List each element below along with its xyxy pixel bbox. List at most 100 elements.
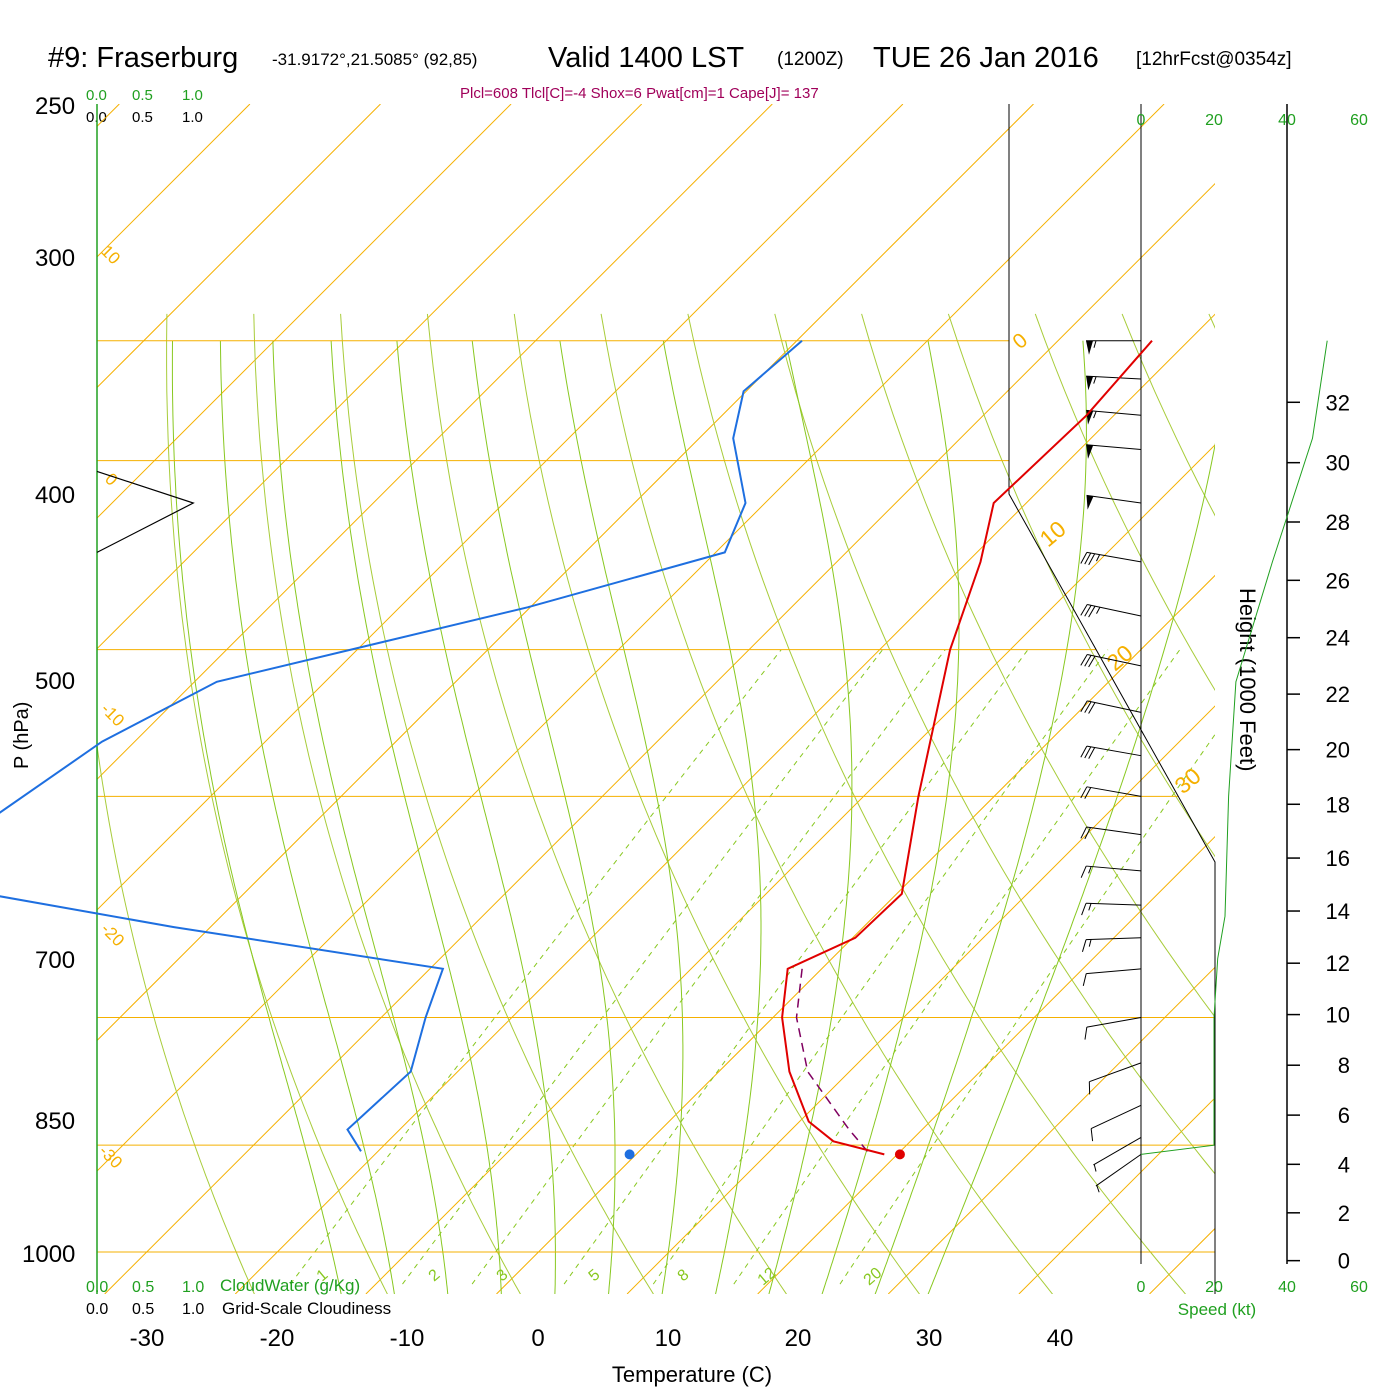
cloudwater-scale-top-1: 0.5 (132, 87, 153, 104)
isotherm-labels: 10 0 -10 -20 -30 0 10 20 30 (95, 241, 1206, 1172)
isotherm-label-neg20: -20 (97, 919, 128, 950)
station-title: #9: Fraserburg (48, 42, 238, 74)
x-axis-label: Temperature (C) (612, 1362, 772, 1387)
cloudwater-scale-bottom-0: 0.0 (86, 1279, 108, 1296)
wind-barb-half (1093, 340, 1097, 348)
wind-barb-full (1088, 747, 1096, 759)
cloudwater-scale-bottom-1: 0.5 (132, 1279, 154, 1296)
surface-dewpoint-marker (624, 1149, 635, 1160)
p-tick-850: 850 (35, 1108, 75, 1135)
mixing-ratio-line (402, 649, 883, 1285)
height-tick-label: 30 (1326, 451, 1350, 476)
wind-barb-flag (1086, 495, 1094, 510)
isotherm-line (97, 104, 773, 781)
wind-barb-full (1084, 1027, 1088, 1040)
speed-tick-bottom-20: 20 (1205, 1279, 1223, 1296)
wind-barb-half (1088, 939, 1092, 947)
isotherm-label-10: 10 (97, 241, 124, 268)
speed-tick-top-20: 20 (1205, 112, 1223, 129)
moist-adiabat-line (662, 340, 762, 1294)
wind-barb-staff (1086, 902, 1142, 906)
isotherm-line (1149, 1227, 1215, 1294)
sounding-profiles (0, 339, 1153, 1160)
dry-adiabat-line (600, 313, 1054, 1294)
dry-adiabat-line (1383, 314, 1400, 1315)
speed-tick-bottom-0: 0 (1137, 1279, 1146, 1296)
cloudiness-scale-top-1: 0.5 (132, 109, 153, 126)
height-tick-label: 20 (1326, 738, 1350, 763)
dry-adiabat-lines (97, 313, 1400, 1315)
isotherm-line (626, 705, 1215, 1294)
wind-barb-staff (1086, 826, 1142, 836)
height-tick-label: 8 (1338, 1053, 1350, 1078)
moist-adiabat-line (396, 340, 556, 1294)
t-tick-0: 0 (531, 1325, 544, 1352)
dry-adiabat-line (513, 313, 921, 1294)
moist-adiabat-line (874, 340, 1087, 1294)
moist-adiabat-line (559, 340, 684, 1294)
dry-adiabat-line (97, 742, 255, 1294)
dewpoint-line (0, 339, 803, 1152)
cloud-profile (96, 470, 195, 553)
speed-axis-label: Speed (kt) (1178, 1300, 1256, 1319)
mixing-label-2: 2 (426, 1266, 444, 1285)
p-tick-700: 700 (35, 947, 75, 974)
wind-barb-half (1088, 866, 1092, 874)
height-tick-label: 0 (1338, 1249, 1350, 1274)
moist-adiabat-line (821, 340, 960, 1294)
wind-barb-full (1080, 826, 1087, 839)
moist-adiabat-line (171, 340, 342, 1294)
wind-barb-full (1080, 745, 1088, 758)
moist-adiabat-line (330, 340, 502, 1294)
wind-barb-full (1084, 827, 1091, 840)
wind-region-boundary (1008, 104, 1216, 1294)
speed-tick-top-60: 60 (1350, 112, 1368, 129)
isotherm-label-0: 0 (101, 469, 121, 489)
wind-barb-staff (1086, 786, 1142, 797)
wind-barb-staff (1086, 444, 1142, 451)
speed-tick-bottom-60: 60 (1350, 1279, 1368, 1296)
t-tick-neg20: -20 (260, 1325, 295, 1352)
stability-indices: Plcl=608 Tlcl[C]=-4 Shox=6 Pwat[cm]=1 Ca… (460, 85, 819, 102)
p-tick-1000: 1000 (22, 1241, 75, 1268)
isotherm-label-right-20: 20 (1102, 639, 1138, 675)
moist-adiabat-line (272, 340, 449, 1294)
p-tick-400: 400 (35, 482, 75, 509)
dry-adiabat-line (947, 313, 1215, 858)
p-tick-300: 300 (35, 245, 75, 272)
dry-adiabat-line (687, 313, 1187, 1294)
isotherm-label-right-0: 0 (1008, 329, 1032, 354)
wind-barb-staff (1086, 1017, 1142, 1028)
wind-barb-staff (1087, 604, 1142, 617)
wind-barb-full (1090, 1128, 1094, 1142)
wind-barb-staff (1087, 700, 1142, 713)
valid-zulu: (1200Z) (777, 49, 844, 70)
cloudwater-scale-bottom-2: 1.0 (182, 1279, 204, 1296)
wind-barb-full (1088, 655, 1096, 668)
cloudiness-scale-bottom-1: 0.5 (132, 1301, 154, 1318)
wind-barb-full (1082, 973, 1087, 987)
surface-temperature-marker (894, 1149, 905, 1160)
moist-adiabat-line (471, 340, 616, 1294)
wind-speed-profile (1140, 340, 1328, 1155)
height-tick-label: 26 (1326, 568, 1350, 593)
isotherm-line (496, 574, 1215, 1294)
dry-adiabat-line (426, 313, 788, 1294)
wind-barb-full (1080, 552, 1088, 564)
cloudiness-scale-top-2: 1.0 (182, 109, 203, 126)
wind-barb-full (1084, 655, 1092, 667)
parcel-line (795, 968, 870, 1154)
dry-adiabat-line (340, 313, 654, 1294)
wind-barb-staff (1095, 1153, 1142, 1187)
wind-barb-staff (1086, 551, 1142, 563)
wind-barb-full (1088, 702, 1096, 714)
height-tick-label: 2 (1338, 1201, 1350, 1226)
wind-barb-staff (1093, 1136, 1142, 1166)
wind-barb-full (1084, 787, 1092, 799)
dry-adiabat-line (1121, 313, 1215, 517)
pressure-axis-labels: 250 300 400 500 700 850 1000 (22, 93, 75, 1268)
speed-tick-bottom-40: 40 (1278, 1279, 1296, 1296)
isotherm-line (887, 966, 1215, 1294)
mixing-label-20: 20 (861, 1265, 886, 1290)
